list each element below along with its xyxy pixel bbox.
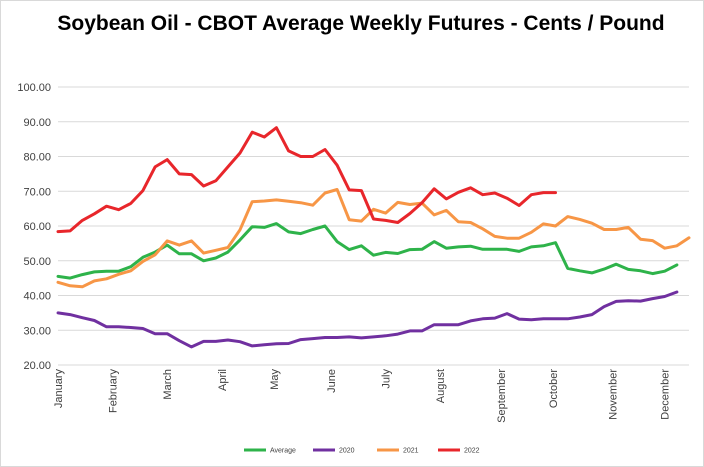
x-month-label: June	[326, 369, 338, 393]
series-line-average	[56, 222, 679, 280]
y-tick-label: 100.00	[17, 82, 51, 94]
x-month-label: October	[548, 369, 560, 408]
y-tick-label: 70.00	[23, 186, 51, 198]
legend-label-2022: 2022	[464, 448, 480, 455]
legend-label-average: Average	[270, 448, 296, 455]
legend-label-2020: 2020	[339, 448, 355, 455]
y-tick-label: 20.00	[23, 360, 51, 372]
x-month-label: January	[53, 369, 65, 409]
x-month-label: November	[608, 369, 620, 420]
x-month-label: March	[162, 369, 174, 400]
x-month-label: April	[217, 369, 229, 391]
x-month-label: December	[660, 369, 672, 420]
y-tick-label: 80.00	[23, 152, 51, 164]
chart-title: Soybean Oil - CBOT Average Weekly Future…	[57, 12, 665, 35]
x-month-label: September	[496, 369, 508, 423]
x-month-label: May	[269, 369, 281, 390]
series-line-2020	[56, 290, 679, 349]
series-line-2022	[56, 126, 557, 234]
x-month-label: July	[381, 369, 393, 389]
y-tick-label: 30.00	[23, 325, 51, 337]
y-tick-label: 60.00	[23, 221, 51, 233]
legend-label-2021: 2021	[403, 448, 419, 455]
x-month-label: August	[435, 369, 447, 403]
y-tick-label: 40.00	[23, 291, 51, 303]
x-month-label: February	[108, 369, 120, 414]
series-line-2021	[56, 188, 691, 289]
y-tick-label: 50.00	[23, 256, 51, 268]
y-tick-label: 90.00	[23, 117, 51, 129]
